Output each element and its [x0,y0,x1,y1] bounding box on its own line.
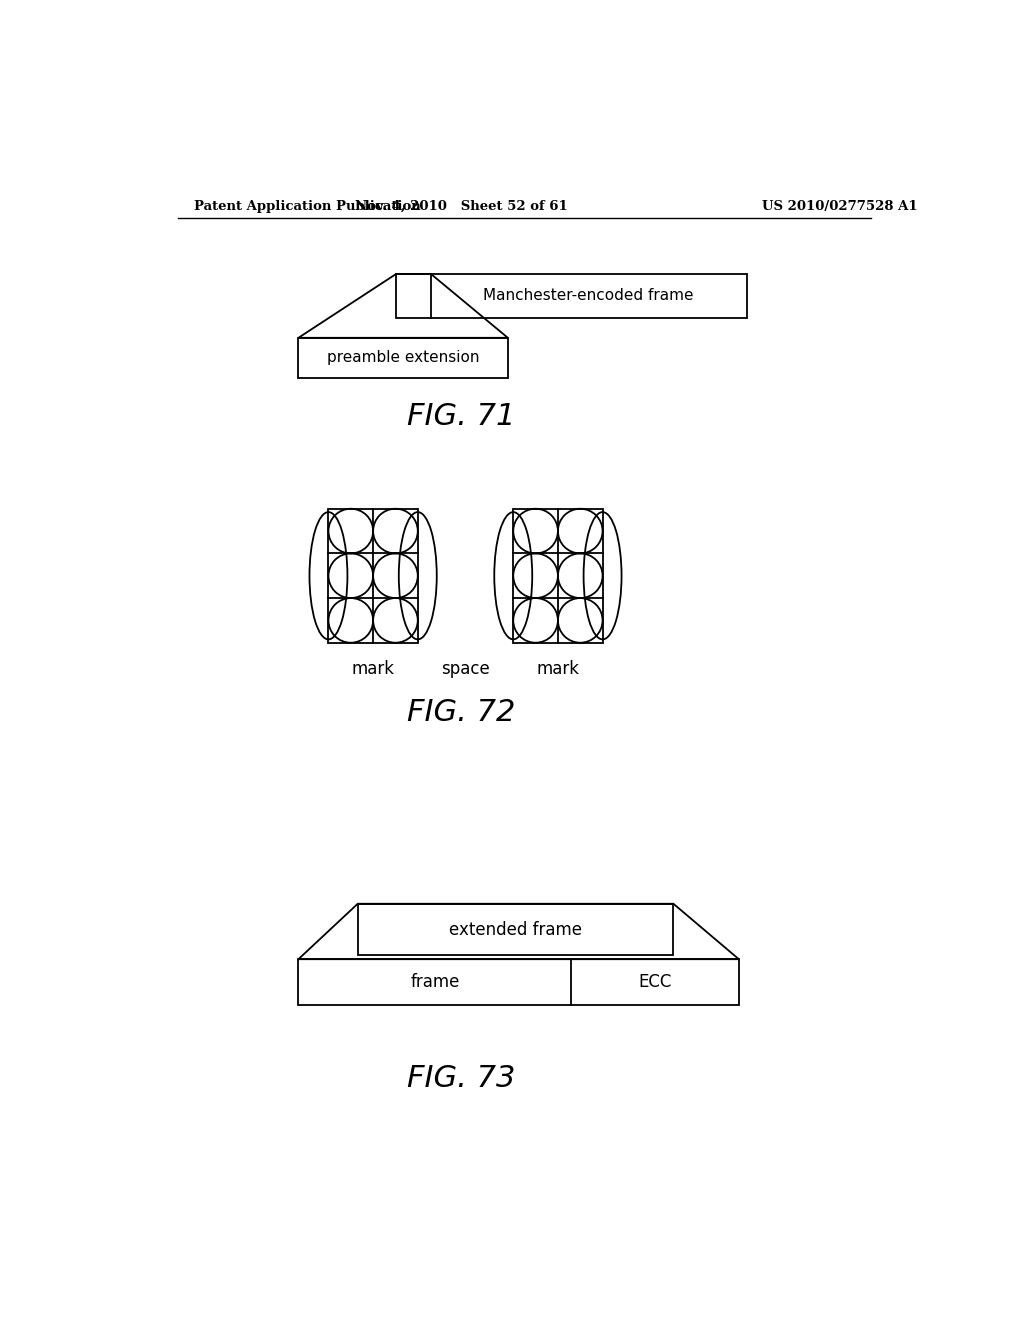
Text: mark: mark [351,660,394,677]
Text: Nov. 4, 2010   Sheet 52 of 61: Nov. 4, 2010 Sheet 52 of 61 [355,199,568,213]
Text: US 2010/0277528 A1: US 2010/0277528 A1 [762,199,918,213]
Text: mark: mark [537,660,580,677]
Text: Patent Application Publication: Patent Application Publication [194,199,421,213]
Text: extended frame: extended frame [450,920,582,939]
Text: Manchester-encoded frame: Manchester-encoded frame [483,288,694,304]
Text: space: space [441,660,489,677]
Text: FIG. 73: FIG. 73 [408,1064,516,1093]
Text: frame: frame [411,973,460,991]
Text: ECC: ECC [639,973,672,991]
Text: preamble extension: preamble extension [327,350,479,366]
Text: FIG. 72: FIG. 72 [408,698,516,727]
Text: FIG. 71: FIG. 71 [408,401,516,430]
